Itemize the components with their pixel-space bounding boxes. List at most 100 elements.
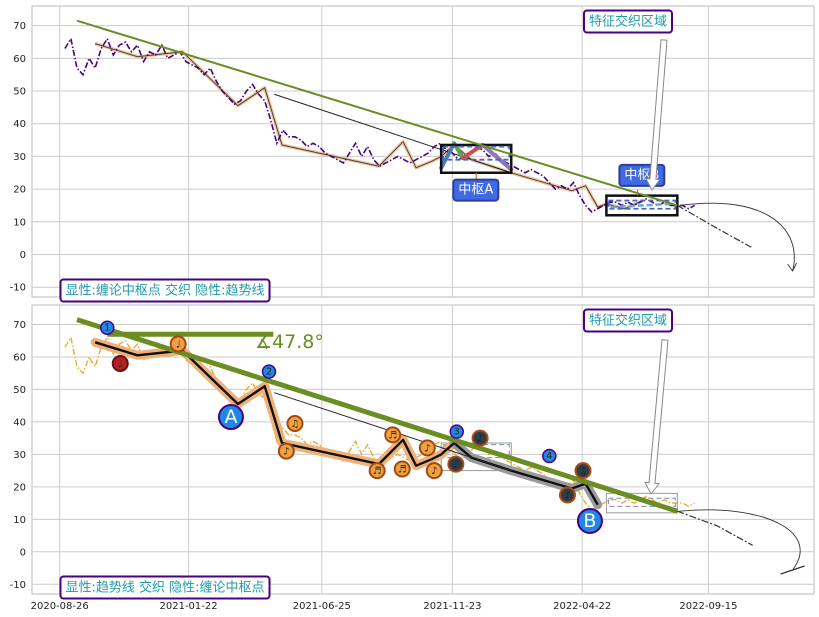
note-marker-dot xyxy=(384,426,402,444)
center-b-stroke xyxy=(610,202,674,209)
note-marker: ♩ xyxy=(111,354,129,372)
music-note-icon: ♪ xyxy=(283,447,289,458)
note-marker: ♫ xyxy=(574,462,592,480)
trend-pivot-dot xyxy=(100,320,115,335)
note-marker: ♬ xyxy=(368,462,386,480)
note-marker: ♪ xyxy=(425,462,443,480)
big-marker: A xyxy=(217,404,244,431)
trend-pivot: 3 xyxy=(449,424,464,439)
forecast-arrow xyxy=(679,202,795,272)
trend-pivot-label: 4 xyxy=(546,451,552,462)
music-note-icon: ♩ xyxy=(118,359,123,370)
angle-label: ∡47.8° xyxy=(255,331,324,353)
note-marker-dot xyxy=(447,455,465,473)
music-note-icon: ♫ xyxy=(579,466,588,477)
trend-pivot-dot xyxy=(542,448,557,464)
plot-area xyxy=(31,5,815,298)
note-marker-dot xyxy=(471,429,489,447)
big-marker-dot xyxy=(576,507,603,534)
y-tick-label: 30 xyxy=(13,450,26,461)
x-tick-label: 2020-08-26 xyxy=(31,601,89,612)
y-tick-label: 20 xyxy=(13,482,26,493)
trend-pivot-label: 3 xyxy=(454,427,460,438)
arrowhead-icon xyxy=(787,262,797,272)
note-marker-dot xyxy=(368,462,386,480)
y-tick-label: 60 xyxy=(13,54,26,65)
y-tick-label: -10 xyxy=(10,580,26,591)
y-tick-label: 70 xyxy=(13,21,26,32)
y-tick-label: 30 xyxy=(13,152,26,163)
music-note-icon: ♬ xyxy=(373,466,382,477)
y-tick-label: -10 xyxy=(10,283,26,294)
forecast-line xyxy=(677,204,753,249)
note-marker-dot xyxy=(418,439,436,457)
center-b-box-inner xyxy=(607,199,677,210)
trend-pivot: 1 xyxy=(100,320,115,335)
music-note-icon: ♪ xyxy=(424,443,430,454)
feature-zone-label-box xyxy=(582,9,674,34)
price-line xyxy=(64,36,695,214)
note-marker-dot xyxy=(393,460,411,478)
legend-box: 显性:趋势线 交织 隐性:缠论中枢点 xyxy=(65,580,264,596)
feature-zone-label: 特征交织区域 xyxy=(589,14,667,30)
y-tick-label: 10 xyxy=(13,217,26,228)
zigzag-line xyxy=(94,43,643,210)
trend-pivot-label: 1 xyxy=(104,323,110,334)
x-tick-label: 2022-04-22 xyxy=(553,601,611,612)
big-marker-dot xyxy=(217,404,244,431)
x-tick-label: 2021-11-23 xyxy=(423,601,481,612)
y-tick-label: 40 xyxy=(13,119,26,130)
note-marker: ♩ xyxy=(169,335,187,353)
music-note-icon: ♪ xyxy=(453,460,459,471)
note-marker-dot xyxy=(286,415,304,433)
center-b-box xyxy=(605,492,678,514)
center-a-label: 中枢A xyxy=(458,183,493,198)
forecast-arrow xyxy=(679,509,801,571)
y-tick-label: 0 xyxy=(20,547,26,558)
trend-pivot: 2 xyxy=(261,364,277,379)
legend-box: 显性:缠论中枢点 交织 隐性:趋势线 xyxy=(65,283,264,299)
bar-end-icon xyxy=(780,565,805,575)
note-marker: ♬ xyxy=(393,460,411,478)
legend-box-box xyxy=(59,575,271,600)
music-note-icon: ♪ xyxy=(564,490,570,501)
music-note-icon: ♬ xyxy=(398,464,407,475)
big-marker-label: A xyxy=(224,406,237,428)
x-tick-label: 2021-06-25 xyxy=(293,601,351,612)
note-marker: ♫ xyxy=(286,415,304,433)
note-marker-dot xyxy=(558,486,576,504)
note-marker: ♪ xyxy=(418,439,436,457)
note-marker: ♪ xyxy=(471,429,489,447)
y-tick-label: 40 xyxy=(13,417,26,428)
trend-pivot-dot xyxy=(261,364,277,379)
center-a-label-box xyxy=(452,178,500,202)
y-tick-label: 0 xyxy=(20,250,26,261)
trend-pivot-dot xyxy=(449,424,464,439)
y-tick-label: 50 xyxy=(13,385,26,396)
note-marker: ♪ xyxy=(447,455,465,473)
zigzag-line xyxy=(94,341,599,506)
note-marker: ♬ xyxy=(384,426,402,444)
y-tick-label: 50 xyxy=(13,87,26,98)
note-marker-dot xyxy=(277,442,295,460)
music-note-icon: ♬ xyxy=(388,430,397,441)
note-marker: ♪ xyxy=(558,486,576,504)
feature-zone-arrow xyxy=(644,339,669,495)
big-marker-label: B xyxy=(583,510,596,532)
trend-line xyxy=(76,19,678,207)
y-tick-label: 20 xyxy=(13,185,26,196)
panel-bottom: -10 0 10 20 30 40 50 60 70 2020-08-26 2021-01-22 20… xyxy=(10,304,815,612)
music-note-icon: ♫ xyxy=(290,419,299,430)
note-marker-dot xyxy=(111,354,129,372)
music-note-icon: ♪ xyxy=(477,434,483,445)
note-marker-dot xyxy=(574,462,592,480)
feature-zone-arrow xyxy=(645,39,668,191)
y-tick-label: 10 xyxy=(13,515,26,526)
music-note-icon: ♪ xyxy=(431,466,437,477)
y-tick-label: 60 xyxy=(13,352,26,363)
center-a-segment xyxy=(480,142,514,172)
note-marker: ♪ xyxy=(277,442,295,460)
music-note-icon: ♩ xyxy=(176,339,181,350)
